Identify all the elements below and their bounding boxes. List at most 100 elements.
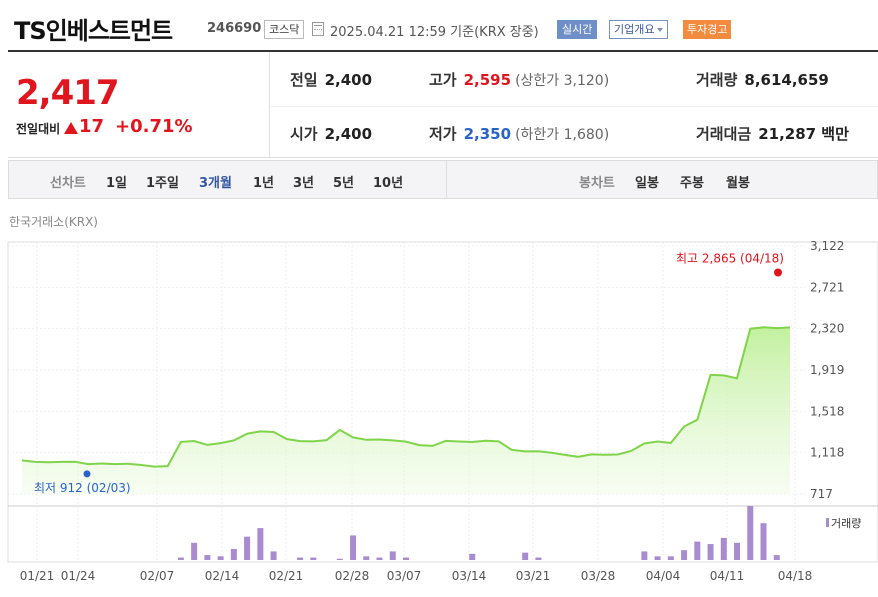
volume-legend-label: 거래량 (831, 517, 861, 530)
tab-period-3m[interactable]: 3개월 (199, 176, 232, 191)
realtime-button[interactable]: 실시간 (557, 20, 598, 39)
tab-candle-weekly[interactable]: 주봉 (680, 176, 704, 191)
price-line (21, 326, 791, 468)
stat-value: 8,614,659 (744, 71, 829, 89)
stat-label: 거래대금 (696, 125, 752, 143)
chart-frame (7, 241, 878, 563)
chart-tab-bar: 선차트 1일 1주일 3개월 1년 3년 5년 10년 봉차트 일봉 주봉 월봉 (8, 160, 878, 199)
stat-value: 2,400 (324, 71, 373, 89)
x-tick-label: 04/11 (710, 569, 745, 583)
company-overview-dropdown[interactable]: 기업개요 (609, 20, 669, 39)
price-chart: 3,122 2,721 2,320 1,919 1,518 1,118 717 01/21 01… (0, 230, 878, 593)
y-tick-label: 1,919 (810, 363, 844, 377)
stat-low: 저가 2,350 (하한가 1,680) (429, 123, 609, 144)
quote-datetime: 2025.04.21 12:59 기준(KRX 장중) (330, 21, 539, 40)
header-divider (8, 50, 878, 52)
volume-bar (535, 557, 542, 560)
stat-label: 거래량 (696, 71, 738, 89)
volume-bar (667, 556, 674, 560)
volume-bar (270, 551, 277, 560)
volume-bar (310, 557, 317, 560)
volume-bar (747, 506, 754, 560)
tab-period-3y[interactable]: 3년 (293, 176, 315, 191)
price-chart-svg: 3,122 2,721 2,320 1,919 1,518 1,118 717 01/21 01… (7, 239, 878, 583)
lower-limit: (하한가 1,680) (515, 127, 610, 143)
current-price: 2,417 (16, 73, 120, 113)
x-tick-label: 04/18 (778, 569, 813, 583)
y-tick-label: 3,122 (810, 239, 844, 253)
y-tick-label: 2,320 (810, 322, 844, 336)
stat-prev-close: 전일 2,400 (290, 69, 372, 90)
x-tick-label: 02/14 (205, 569, 240, 583)
volume-bar (376, 557, 383, 560)
volume-bar (707, 544, 714, 560)
upper-limit: (상한가 3,120) (515, 73, 610, 89)
price-box: 2,417 전일대비 17 +0.71% (8, 52, 270, 158)
line-chart-label: 선차트 (50, 176, 86, 191)
x-tick-label: 01/21 (20, 569, 55, 583)
volume-bar (734, 542, 741, 560)
volume-bar (257, 528, 264, 560)
volume-bar (654, 556, 661, 560)
max-annotation: 최고 2,865 (04/18) (676, 252, 784, 266)
volume-bar (297, 557, 304, 560)
x-tick-label: 03/28 (581, 569, 616, 583)
datetime-value: 2025.04.21 12:59 (330, 25, 447, 40)
stat-volume: 거래량 8,614,659 (696, 69, 829, 90)
chevron-down-icon (657, 28, 664, 32)
stat-label: 전일 (290, 71, 318, 89)
quote-summary: 2,417 전일대비 17 +0.71% 전일 2,400 시가 2,400 고가 2… (8, 52, 878, 158)
volume-bar (336, 558, 343, 560)
investment-warning-badge[interactable]: 투자경고 (683, 20, 732, 39)
volume-bar (773, 555, 780, 560)
stat-label: 저가 (429, 125, 457, 143)
company-overview-label: 기업개요 (614, 23, 655, 36)
min-marker (83, 470, 91, 478)
max-marker (774, 268, 782, 277)
tab-candle-daily[interactable]: 일봉 (635, 176, 659, 191)
y-tick-label: 717 (810, 487, 833, 501)
tab-divider (446, 161, 447, 198)
candle-chart-label: 봉차트 (579, 176, 615, 191)
volume-legend-swatch (826, 518, 829, 527)
x-tick-label: 02/28 (335, 569, 370, 583)
stat-label: 시가 (290, 125, 318, 143)
tab-candle-monthly[interactable]: 월봉 (726, 176, 750, 191)
x-tick-label: 03/07 (387, 569, 422, 583)
calendar-icon (312, 22, 324, 36)
stat-value: 2,350 (463, 125, 512, 143)
volume-bar (760, 523, 767, 560)
change-value: 17 (79, 116, 105, 137)
tab-period-1d[interactable]: 1일 (106, 176, 128, 191)
min-annotation: 최저 912 (02/03) (34, 481, 131, 495)
y-tick-label: 1,518 (810, 404, 844, 418)
volume-bar (403, 557, 409, 560)
exchange-label: 한국거래소(KRX) (9, 215, 98, 229)
tab-period-10y[interactable]: 10년 (373, 176, 404, 191)
volume-bar (363, 556, 370, 560)
stat-high: 고가 2,595 (상한가 3,120) (429, 69, 609, 90)
stat-value: 2,595 (463, 71, 512, 89)
up-triangle-icon (64, 122, 78, 134)
tab-period-1w[interactable]: 1주일 (146, 176, 179, 191)
x-tick-label: 03/14 (452, 569, 487, 583)
volume-bar (204, 555, 211, 560)
tab-period-5y[interactable]: 5년 (333, 176, 355, 191)
stat-label: 고가 (429, 71, 457, 89)
volume-bar (641, 551, 648, 560)
basis-label: 기준(KRX 장중) (450, 25, 539, 40)
volume-bar (681, 550, 688, 560)
stat-open: 시가 2,400 (290, 123, 372, 144)
y-tick-label: 1,118 (810, 446, 844, 460)
volume-bar (694, 541, 701, 560)
volume-bar (217, 556, 224, 560)
volume-bar (469, 553, 476, 560)
volume-bar (720, 537, 727, 560)
tab-period-1y[interactable]: 1년 (253, 176, 275, 191)
volume-bar (244, 536, 251, 560)
market-badge: 코스닥 (264, 20, 305, 39)
stock-header: TS인베스트먼트 246690 코스닥 2025.04.21 12:59 기준(… (0, 0, 878, 48)
x-tick-label: 03/21 (516, 569, 551, 583)
x-tick-label: 01/24 (61, 569, 96, 583)
stock-name: TS인베스트먼트 (14, 17, 173, 45)
